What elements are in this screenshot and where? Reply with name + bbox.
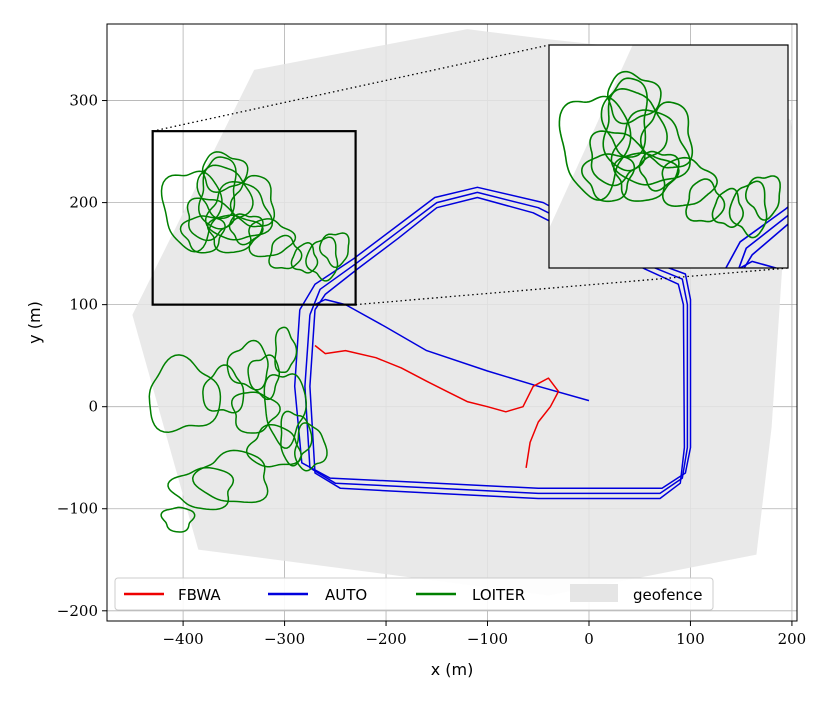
legend-label-auto: AUTO: [325, 586, 367, 604]
x-tick-label: −300: [264, 630, 305, 648]
loiter-loop-26: [230, 391, 281, 434]
loiter-loop-25: [160, 506, 196, 533]
y-axis-label: y (m): [25, 301, 44, 344]
zoom-connectors: [152, 44, 789, 306]
loiter-loop-13: [638, 150, 680, 192]
x-tick-label: 100: [676, 630, 705, 648]
loiter-loop-11: [305, 236, 339, 282]
loiter-loop-22: [245, 423, 303, 468]
loiter-loop-14: [201, 151, 249, 194]
loiter-loop-1: [186, 197, 235, 242]
loiter-loop-3: [204, 181, 274, 241]
loiter-loop-0: [558, 95, 632, 201]
auto-track-3: [739, 260, 778, 268]
loiter-loop-18: [247, 354, 281, 401]
axes-border: [106, 23, 798, 622]
y-tick-label: 200: [69, 194, 98, 212]
loiter-loop-27: [274, 326, 298, 374]
loiter-loop-3: [610, 109, 691, 186]
zoom-rectangle: [151, 130, 357, 306]
auto-track-1: [309, 196, 686, 500]
loiter-loop-7: [206, 214, 264, 254]
loiter-loop-12: [745, 175, 781, 221]
y-tick-label: −200: [57, 602, 98, 620]
loiter-loop-6: [580, 153, 636, 203]
y-tick-label: 0: [88, 398, 98, 416]
loiter-loop-17: [226, 339, 269, 391]
loiter-loop-14: [607, 70, 662, 125]
x-tick-label: 0: [584, 630, 594, 648]
zoom-connector-top: [152, 44, 550, 132]
inset-content: [549, 45, 788, 268]
loiter-loop-13: [228, 213, 264, 246]
legend: FBWA AUTO LOITER geofence: [114, 577, 714, 611]
y-tick-label: 300: [69, 92, 98, 110]
loiter-loop-24: [167, 466, 235, 511]
legend-swatch-geofence: [570, 584, 618, 602]
loiter-loop-5: [196, 156, 237, 220]
y-tick-label: 100: [69, 296, 98, 314]
loiter-loop-12: [318, 232, 350, 269]
x-tick-label: −100: [467, 630, 508, 648]
loiter-loop-8: [661, 156, 718, 208]
x-axis-label: x (m): [431, 660, 474, 679]
legend-label-geofence: geofence: [633, 586, 702, 604]
legend-label-fbwa: FBWA: [178, 586, 221, 604]
loiter-loop-21: [294, 422, 328, 472]
loiter-loop-7: [612, 152, 680, 202]
loiter-loop-8: [248, 218, 297, 258]
loiter-loop-6: [179, 215, 226, 254]
loiter-loop-15: [148, 354, 222, 434]
x-tick-label: −200: [365, 630, 406, 648]
loiter-loop-4: [639, 101, 694, 169]
loiter-loop-9: [685, 178, 726, 223]
loiter-loop-9: [268, 234, 303, 270]
loiter-loop-1: [589, 130, 646, 187]
inset-plot: [548, 44, 789, 269]
loiter-loop-0: [160, 170, 223, 253]
legend-label-loiter: LOITER: [472, 586, 525, 604]
fbwa-track: [314, 344, 560, 469]
x-tick-label: 200: [778, 630, 807, 648]
auto-track-2: [293, 186, 692, 490]
auto-track-0: [304, 191, 689, 495]
loiter-loop-4: [229, 174, 276, 228]
loiter-loop-23: [191, 449, 269, 504]
loiter-loop-10: [290, 242, 319, 274]
axis-ticks: −400 −300 −200 −100 0 100 200 −200 −100 0 100 200 30…: [57, 92, 806, 648]
auto-track-3: [314, 298, 590, 402]
inset-frame: [548, 44, 789, 269]
zoom-connector-bottom: [355, 267, 789, 306]
axes-frame: [106, 23, 798, 622]
loiter-loop-10: [711, 187, 745, 228]
x-tick-label: −400: [163, 630, 204, 648]
loiter-loop-11: [728, 180, 768, 239]
loiter-loop-5: [600, 77, 649, 158]
legend-box: [114, 577, 714, 611]
y-tick-label: −100: [57, 500, 98, 518]
